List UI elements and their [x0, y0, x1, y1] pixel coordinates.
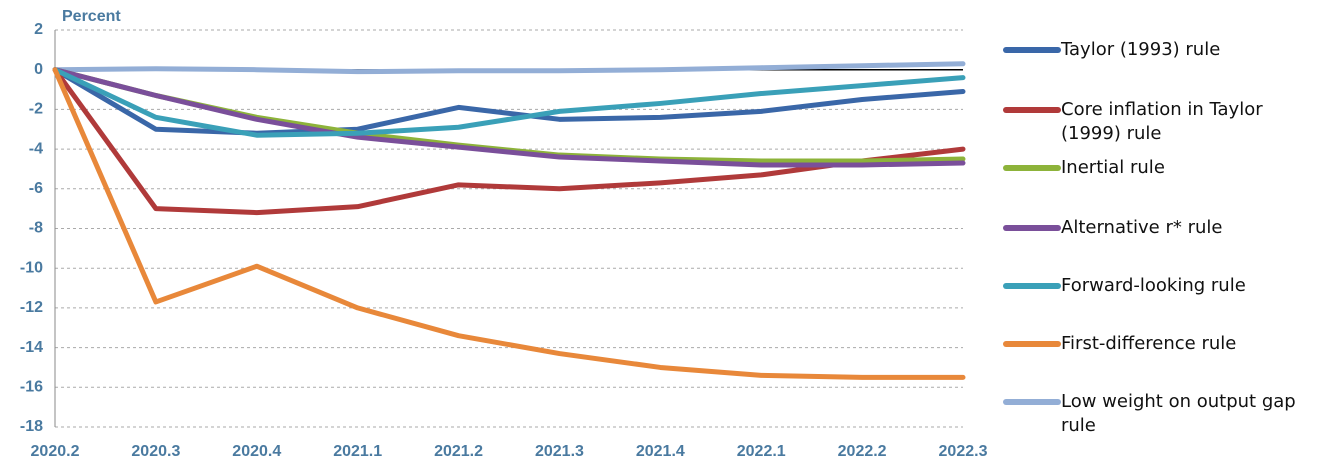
x-tick-label: 2021.1 — [333, 443, 382, 460]
y-tick-label: -4 — [29, 140, 43, 157]
y-tick-label: -16 — [20, 379, 43, 396]
legend-item: Alternative r* rule — [1003, 216, 1311, 240]
legend-swatch — [1003, 47, 1061, 53]
y-axis-title: Percent — [62, 8, 121, 25]
series-line — [52, 67, 966, 216]
y-tick-label: -8 — [29, 220, 43, 237]
legend-label: Inertial rule — [1061, 157, 1165, 178]
legend-label: Alternative r* rule — [1061, 217, 1223, 238]
series-line — [52, 67, 966, 136]
x-tick-label: 2021.2 — [434, 443, 483, 460]
legend-item: Forward-looking rule — [1003, 274, 1311, 298]
series-line — [52, 67, 966, 138]
legend-label: Taylor (1993) rule — [1061, 39, 1221, 60]
x-tick-label: 2021.4 — [636, 443, 685, 460]
legend-swatch — [1003, 165, 1061, 171]
y-tick-label: -14 — [20, 339, 43, 356]
legend-item: Taylor (1993) rule — [1003, 38, 1311, 62]
legend-item: First-difference rule — [1003, 332, 1311, 356]
y-tick-label: -10 — [20, 259, 43, 276]
x-tick-label: 2022.3 — [939, 443, 988, 460]
y-tick-label: 0 — [34, 61, 43, 78]
y-tick-label: -6 — [29, 180, 43, 197]
x-tick-label: 2022.2 — [838, 443, 887, 460]
y-tick-label: -18 — [20, 418, 43, 435]
legend-label: First-difference rule — [1061, 333, 1237, 354]
legend-label: Low weight on output gap rule — [1061, 391, 1296, 436]
legend-swatch — [1003, 225, 1061, 231]
series-line — [52, 61, 966, 75]
y-tick-label: -2 — [29, 101, 43, 118]
y-tick-label: 2 — [34, 21, 43, 38]
series-line — [52, 67, 966, 380]
legend-label: Core inflation in Taylor (1999) rule — [1061, 99, 1263, 144]
legend-item: Core inflation in Taylor (1999) rule — [1003, 98, 1311, 146]
legend-label: Forward-looking rule — [1061, 275, 1246, 296]
legend-swatch — [1003, 399, 1061, 405]
x-tick-label: 2020.4 — [232, 443, 281, 460]
legend-item: Inertial rule — [1003, 156, 1311, 180]
legend-item: Low weight on output gap rule — [1003, 390, 1311, 438]
x-tick-label: 2020.2 — [31, 443, 80, 460]
x-tick-label: 2021.3 — [535, 443, 584, 460]
x-tick-label: 2022.1 — [737, 443, 786, 460]
x-tick-label: 2020.3 — [131, 443, 180, 460]
legend-swatch — [1003, 107, 1061, 113]
series-line — [52, 67, 966, 168]
y-tick-label: -12 — [20, 299, 43, 316]
legend-swatch — [1003, 341, 1061, 347]
legend-swatch — [1003, 283, 1061, 289]
